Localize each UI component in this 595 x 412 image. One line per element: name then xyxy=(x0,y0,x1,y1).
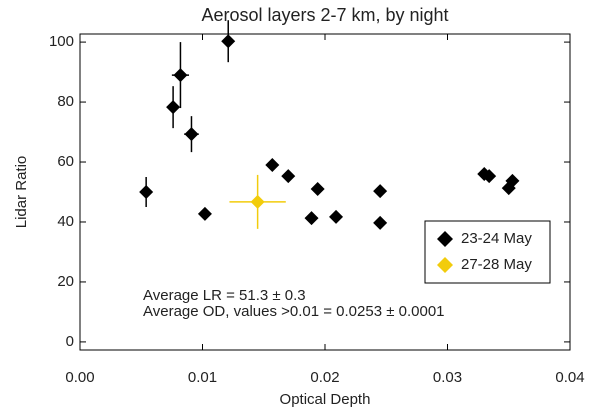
point xyxy=(505,173,520,188)
point xyxy=(173,68,188,83)
y-tick-label: 60 xyxy=(57,153,74,170)
legend-marker xyxy=(437,231,453,247)
point xyxy=(329,209,344,224)
point xyxy=(373,215,388,230)
y-axis-label: Lidar Ratio xyxy=(13,156,30,229)
legend-box xyxy=(424,220,551,284)
x-tick-label: 0.01 xyxy=(188,369,217,386)
point xyxy=(197,206,212,221)
legend-label: 23-24 May xyxy=(461,230,532,247)
point xyxy=(304,211,319,226)
point xyxy=(310,182,325,197)
x-tick-label: 0.00 xyxy=(65,369,94,386)
point xyxy=(221,34,236,49)
point xyxy=(139,185,154,199)
annotation: Average LR = 51.3 ± 0.3 xyxy=(143,287,306,304)
y-tick-label: 40 xyxy=(57,213,74,230)
y-tick-label: 100 xyxy=(49,33,74,50)
annotation: Average OD, values >0.01 = 0.0253 ± 0.00… xyxy=(143,303,445,320)
y-tick-label: 80 xyxy=(57,93,74,110)
legend-marker xyxy=(437,257,453,273)
y-tick-label: 20 xyxy=(57,273,74,290)
point xyxy=(184,127,199,142)
y-tick-label: 0 xyxy=(66,333,74,350)
x-tick-label: 0.03 xyxy=(433,369,462,386)
x-axis-label: Optical Depth xyxy=(280,391,371,408)
legend-label: 27-28 May xyxy=(461,256,532,273)
point xyxy=(250,194,265,209)
point xyxy=(482,169,497,184)
point xyxy=(166,100,181,115)
point xyxy=(373,184,388,199)
chart-title: Aerosol layers 2-7 km, by night xyxy=(201,5,448,25)
point xyxy=(281,169,296,184)
x-tick-label: 0.04 xyxy=(555,369,584,386)
point xyxy=(265,158,280,173)
x-tick-label: 0.02 xyxy=(310,369,339,386)
